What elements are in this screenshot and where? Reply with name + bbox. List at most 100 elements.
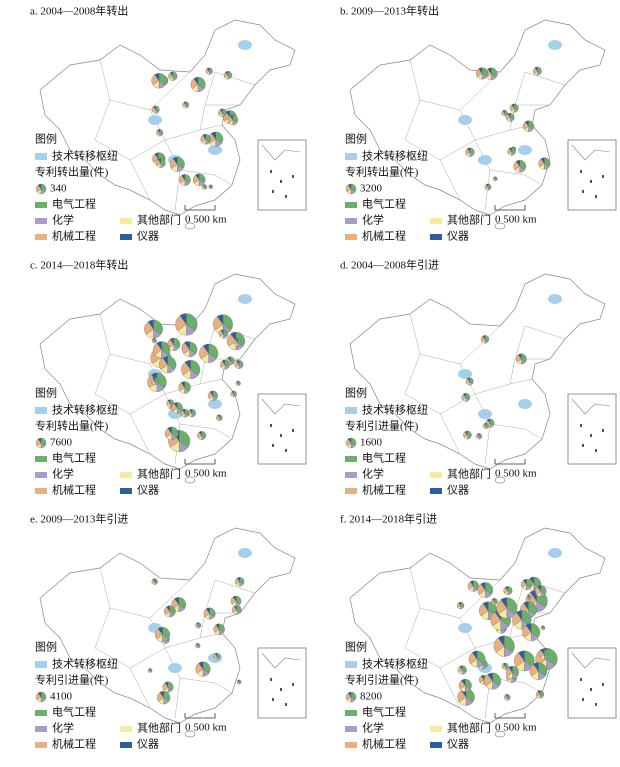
china-outline [349, 527, 606, 724]
inset-island [292, 175, 294, 178]
pie-slice [222, 314, 233, 331]
pie-slice [480, 675, 484, 681]
scale-bar [494, 713, 526, 719]
pie-slice [179, 430, 191, 448]
legend-size-label: 专利转出量(件) [35, 165, 109, 179]
pie-slice [487, 418, 491, 424]
category-swatch [345, 218, 357, 224]
panel-title: d. 2004—2008年引进 [340, 258, 439, 272]
province-border [439, 159, 461, 201]
legend-heading: 图例 [35, 640, 57, 654]
province-border [99, 567, 191, 619]
pie-slice [209, 390, 214, 397]
pie-slice [518, 353, 522, 360]
panel-title: c. 2014—2018年转出 [30, 258, 128, 272]
scale-label: 0 500 km [185, 214, 227, 226]
pie-slice [347, 183, 352, 190]
hub-area [458, 369, 472, 379]
legend-size-label: 专利引进量(件) [345, 673, 419, 687]
hub-swatch [35, 407, 47, 414]
province-border [174, 169, 181, 211]
province-border [204, 579, 256, 614]
province-border [514, 325, 566, 360]
pie-slice [463, 393, 466, 398]
pie-slice [505, 694, 508, 698]
pie-slice [525, 120, 529, 127]
pie-slice [211, 131, 216, 140]
inset-island [272, 698, 274, 701]
inset-island [280, 688, 282, 691]
category-swatch [430, 218, 442, 224]
pie-slice [541, 649, 545, 656]
category-swatch [430, 234, 442, 240]
inset-island [272, 190, 274, 193]
category-swatch [345, 234, 357, 240]
scale-bar [494, 459, 526, 465]
inset-island [590, 688, 592, 691]
pie-slice [236, 577, 240, 583]
hainan [494, 222, 506, 230]
pie-slice [154, 152, 159, 160]
pie-slice [164, 681, 169, 688]
legend-category: 仪器 [447, 484, 469, 497]
pie-slice [190, 360, 201, 376]
pie-slice [152, 578, 155, 583]
pie-slice [154, 73, 160, 82]
pie-slice [219, 108, 223, 114]
pie-slice [195, 173, 200, 181]
pie-slice [157, 158, 161, 164]
china-outline [349, 19, 606, 216]
legend-category: 其他部门 [137, 213, 181, 227]
inset-island [272, 444, 274, 447]
pie-slice [152, 377, 155, 382]
pie-slice [180, 381, 185, 388]
panel-title: b. 2009—2013年转出 [340, 4, 439, 18]
hainan [184, 476, 196, 484]
hainan [494, 730, 506, 738]
inset-frame [567, 647, 617, 719]
hub-area [548, 548, 562, 558]
legend-size-value: 1600 [360, 437, 383, 449]
legend-category: 电气工程 [362, 451, 406, 465]
pie-slice [467, 377, 470, 382]
inset-island [602, 429, 604, 432]
legend-category: 仪器 [137, 230, 159, 243]
scale-bar [184, 459, 216, 465]
category-swatch [120, 742, 132, 748]
legend-category: 其他部门 [137, 721, 181, 735]
pie-slice [487, 67, 492, 75]
scale-label: 0 500 km [495, 468, 537, 480]
hub-area [458, 115, 472, 125]
pie-slice [347, 691, 352, 698]
category-swatch [430, 488, 442, 494]
pie-slice [184, 360, 191, 371]
pie-slice [541, 625, 544, 629]
legend-hub: 技术转移枢纽 [362, 149, 428, 163]
pie-slice [515, 160, 520, 167]
pie-slice [461, 679, 466, 686]
legend-category: 电气工程 [362, 705, 406, 719]
pie-slice [148, 668, 151, 671]
legend-category: 电气工程 [52, 451, 96, 465]
pie-slice [533, 662, 539, 672]
category-swatch [35, 202, 47, 208]
province-border [474, 139, 543, 186]
inset-island [270, 424, 272, 427]
legend-size-value: 4100 [50, 691, 73, 703]
pie-slice [169, 337, 174, 345]
pie-slice [493, 176, 496, 180]
category-swatch [120, 488, 132, 494]
china-outline [39, 527, 296, 724]
province-border [409, 313, 501, 365]
category-swatch [35, 726, 47, 732]
pie-slice [508, 665, 513, 673]
pie-slice [157, 129, 160, 134]
pie-slice [181, 174, 186, 181]
category-swatch [35, 472, 47, 478]
category-swatch [35, 488, 47, 494]
legend-category: 机械工程 [362, 229, 406, 243]
category-swatch [345, 472, 357, 478]
legend-heading: 图例 [35, 386, 57, 400]
